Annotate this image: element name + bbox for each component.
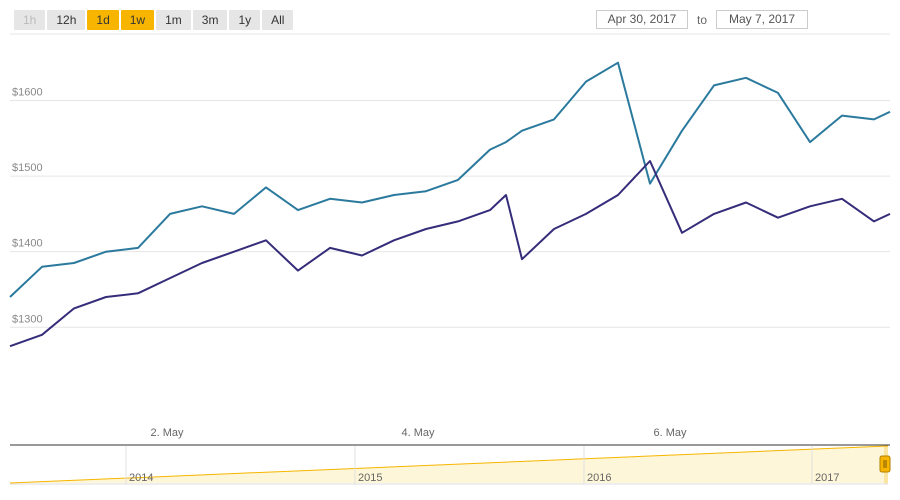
- navigator-tick-label: 2017: [815, 472, 839, 484]
- navigator-handle-icon[interactable]: [879, 455, 891, 473]
- y-tick-label: $1400: [12, 238, 43, 250]
- range-button-1w[interactable]: 1w: [120, 10, 155, 30]
- range-button-12h[interactable]: 12h: [47, 10, 86, 30]
- date-from-input[interactable]: Apr 30, 2017: [596, 10, 688, 29]
- x-tick-label: 6. May: [653, 427, 687, 439]
- range-button-1y[interactable]: 1y: [229, 10, 261, 30]
- x-tick-label: 4. May: [401, 427, 435, 439]
- range-button-1d[interactable]: 1d: [87, 10, 119, 30]
- navigator-tick-label: 2016: [587, 472, 611, 484]
- date-to-label: to: [697, 12, 708, 27]
- y-tick-label: $1600: [12, 86, 43, 98]
- range-button-all[interactable]: All: [262, 10, 294, 30]
- range-button-3m[interactable]: 3m: [192, 10, 228, 30]
- y-tick-label: $1500: [12, 162, 43, 174]
- date-range: Apr 30, 2017 to May 7, 2017: [596, 10, 809, 29]
- navigator-tick-label: 2014: [129, 472, 153, 484]
- range-selector: 1h 12h 1d 1w 1m 3m 1y All: [14, 10, 294, 30]
- series-2-line: [9, 160, 891, 348]
- range-button-1h: 1h: [14, 10, 46, 30]
- date-to-input[interactable]: May 7, 2017: [716, 10, 809, 29]
- y-axis: $1300 $1400 $1500 $1600: [12, 86, 43, 325]
- navigator-line: [9, 445, 889, 484]
- range-button-1m[interactable]: 1m: [156, 10, 191, 30]
- series-1-line: [9, 61, 891, 298]
- series-layer: [9, 61, 891, 348]
- x-axis: 2. May 4. May 6. May: [10, 427, 890, 446]
- x-tick-label: 2. May: [150, 427, 184, 439]
- y-tick-label: $1300: [12, 313, 43, 325]
- grid: [10, 33, 890, 328]
- navigator[interactable]: 2014 2015 2016 2017: [9, 445, 891, 485]
- navigator-tick-label: 2015: [358, 472, 382, 484]
